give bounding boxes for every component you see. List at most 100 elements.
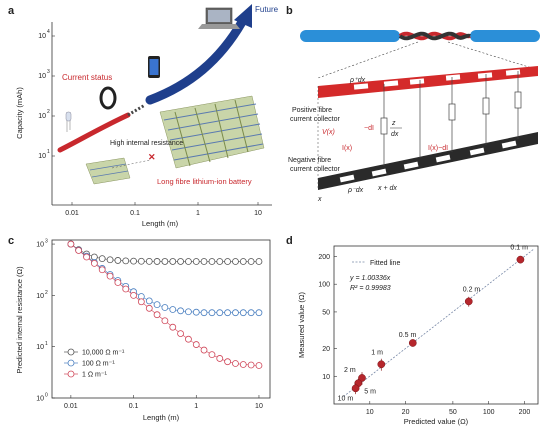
c-point-s0-14 xyxy=(177,258,184,265)
a-ytick-1: 10 xyxy=(38,113,46,120)
c-point-s2-5 xyxy=(106,272,114,280)
c-legend-label-1: 100 Ω m⁻¹ xyxy=(82,361,115,368)
dI-label: −dI xyxy=(364,125,374,132)
d-point-label-6: 10 m xyxy=(338,395,354,402)
c-point-s2-2 xyxy=(83,253,90,261)
c-xlabel: Length (m) xyxy=(143,413,180,422)
future-arrow-body xyxy=(145,17,247,105)
a-yexp-1: 2 xyxy=(47,109,50,115)
laptop-icon xyxy=(198,7,240,29)
c-point-s0-9 xyxy=(137,257,145,265)
c-point-s2-11 xyxy=(153,311,161,319)
panel-label-b: b xyxy=(286,5,293,17)
c-point-s0-6 xyxy=(114,257,122,264)
c-legend: 10,000 Ω m⁻¹ 100 Ω m⁻¹ 1 Ω m⁻¹ xyxy=(64,348,125,379)
c-point-s2-16 xyxy=(192,341,200,348)
c-legend-marker-0 xyxy=(67,348,75,356)
c-point-s1-21 xyxy=(232,309,239,317)
d-point-label-2: 0.5 m xyxy=(399,332,417,339)
rho-plus-label: ρ⁺dx xyxy=(349,77,366,84)
battery-label: Long fibre lithium-ion battery xyxy=(157,177,252,186)
c-point-s2-8 xyxy=(130,291,137,299)
d-ticks: 10 20 50 100 200 10 20 50 100 200 xyxy=(318,254,530,416)
ixd-label: I(x)−dI xyxy=(428,145,448,152)
resistance-label: High internal resistance xyxy=(110,140,183,147)
d-xtick-0: 10 xyxy=(366,409,374,416)
d-point-label-5: 5 m xyxy=(364,388,376,395)
c-point-s0-11 xyxy=(153,258,161,265)
c-point-s2-14 xyxy=(177,330,184,337)
ladder-rungs xyxy=(380,71,522,166)
d-point-4 xyxy=(358,374,366,382)
d-point-0 xyxy=(516,255,525,264)
panel-label-c: c xyxy=(8,235,14,247)
c-point-s1-16 xyxy=(192,308,200,316)
c-point-s2-21 xyxy=(232,360,239,367)
c-point-s1-22 xyxy=(239,309,247,317)
c-point-s1-20 xyxy=(224,309,231,317)
d-point-label-1: 0.2 m xyxy=(463,286,481,293)
d-ytick-1: 20 xyxy=(322,346,330,353)
c-point-s1-18 xyxy=(208,309,216,317)
future-label: Future xyxy=(255,5,279,14)
battery-textile xyxy=(159,95,265,169)
future-arrow-head xyxy=(234,4,252,28)
c-point-s2-20 xyxy=(224,358,231,366)
c-point-s2-23 xyxy=(247,361,255,369)
d-ytick-4: 200 xyxy=(318,254,330,261)
a-ylabel: Capacity (mAh) xyxy=(15,87,24,139)
c-point-s0-18 xyxy=(208,258,216,265)
c-point-s2-12 xyxy=(161,317,169,325)
a-yexp-3: 4 xyxy=(47,29,50,35)
c-series-marks xyxy=(67,240,263,369)
c-point-s1-19 xyxy=(216,309,224,317)
d-point-1 xyxy=(464,297,473,306)
transition-dashes xyxy=(127,103,146,117)
c-point-s0-5 xyxy=(106,256,114,264)
c-point-s1-12 xyxy=(161,304,169,311)
c-point-s1-10 xyxy=(145,297,153,305)
a-xtick-0: 0.01 xyxy=(65,210,79,217)
d-r2: R² = 0.99983 xyxy=(350,285,391,292)
c-point-s0-24 xyxy=(255,258,263,265)
c-series-line-1 xyxy=(70,243,259,313)
ix-label: I(x) xyxy=(342,145,352,152)
c-point-s0-21 xyxy=(232,258,239,265)
c-point-s0-13 xyxy=(169,258,177,265)
c-point-s0-23 xyxy=(247,258,255,265)
c-point-s0-19 xyxy=(216,258,224,265)
a-xticks: 0.01 0.1 1 10 xyxy=(65,202,262,217)
c-legend-label-0: 10,000 Ω m⁻¹ xyxy=(82,350,125,357)
c-point-s1-13 xyxy=(169,306,177,313)
pos-label-1: Positive fibre xyxy=(292,107,332,114)
c-ytick-1: 10 xyxy=(36,344,44,351)
c-point-s2-22 xyxy=(239,361,247,368)
a-yticks: 10 1 10 2 10 3 10 4 xyxy=(38,29,55,160)
d-plot-frame xyxy=(333,245,539,405)
twisted-black xyxy=(398,31,471,41)
c-xtick-1: 0.1 xyxy=(129,403,139,410)
current-status-label: Current status xyxy=(62,73,112,82)
d-xtick-1: 20 xyxy=(402,409,410,416)
d-point-6 xyxy=(351,384,360,393)
x-label: x xyxy=(317,196,322,203)
a-yexp-2: 3 xyxy=(47,69,50,75)
cable-left xyxy=(300,30,400,42)
c-point-s2-3 xyxy=(90,259,98,267)
rho-minus-label: ρ⁻dx xyxy=(347,187,364,194)
small-textile xyxy=(85,157,131,185)
c-point-s2-4 xyxy=(98,266,106,274)
c-point-s0-20 xyxy=(224,258,231,265)
d-ytick-0: 10 xyxy=(322,374,330,381)
c-point-s2-10 xyxy=(145,304,153,312)
c-ytick-3: 10 xyxy=(36,242,44,249)
d-xlabel: Predicted value (Ω) xyxy=(404,417,469,426)
a-ytick-2: 10 xyxy=(38,73,46,80)
d-xtick-2: 50 xyxy=(449,409,457,416)
d-fit-line xyxy=(343,248,535,397)
c-yexp-3: 3 xyxy=(45,239,48,245)
c-point-s2-24 xyxy=(255,362,263,369)
a-xtick-1: 0.1 xyxy=(130,210,140,217)
d-ytick-2: 50 xyxy=(322,309,330,316)
